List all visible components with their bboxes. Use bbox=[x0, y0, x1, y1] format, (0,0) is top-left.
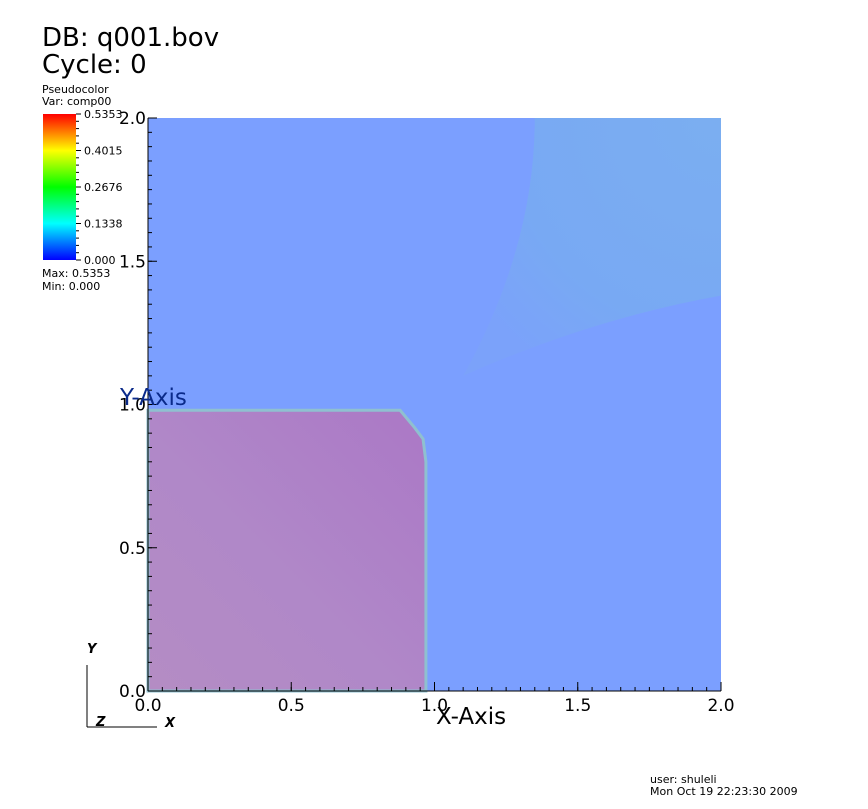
legend-tick-label: 0.000 bbox=[84, 254, 116, 267]
database-title: DB: q001.bov bbox=[42, 23, 220, 53]
y-tick-label: 0.5 bbox=[119, 539, 146, 559]
y-tick-label: 1.5 bbox=[119, 252, 146, 272]
triad-z-label: Z bbox=[95, 715, 106, 730]
x-axis-ticks: 0.0 0.5 1.0 1.5 2.0 bbox=[134, 682, 735, 716]
legend-tick-label: 0.5353 bbox=[84, 108, 123, 121]
y-tick-label: 1.0 bbox=[119, 396, 146, 416]
x-axis-title: X-Axis bbox=[436, 704, 506, 730]
x-tick-label: 0.0 bbox=[134, 696, 161, 716]
footer-date: Mon Oct 19 22:23:30 2009 bbox=[650, 785, 798, 798]
axis-triad: Y Z X bbox=[86, 642, 176, 731]
legend-variable: Var: comp00 bbox=[42, 95, 112, 108]
triad-y-label: Y bbox=[87, 642, 98, 657]
y-tick-label: 2.0 bbox=[119, 109, 146, 129]
legend-ticks: 0.5353 0.4015 0.2676 0.1338 0.000 bbox=[76, 108, 123, 267]
x-tick-label: 1.0 bbox=[421, 696, 448, 716]
field-square-region bbox=[146, 408, 428, 693]
triad-x-label: X bbox=[164, 716, 176, 731]
legend-tick-label: 0.2676 bbox=[84, 181, 123, 194]
field-wedge-region bbox=[463, 118, 721, 376]
y-tick-label: 0.0 bbox=[119, 682, 146, 702]
y-axis-title: Y-Axis bbox=[119, 385, 187, 411]
footer-user: user: shuleli bbox=[650, 773, 717, 786]
x-tick-label: 1.5 bbox=[564, 696, 591, 716]
legend-max: Max: 0.5353 bbox=[42, 267, 111, 280]
legend-min: Min: 0.000 bbox=[42, 280, 101, 293]
plot-field bbox=[146, 118, 721, 693]
cycle-label: Cycle: 0 bbox=[42, 50, 147, 80]
legend-color-bar bbox=[43, 114, 76, 260]
x-tick-label: 0.5 bbox=[278, 696, 305, 716]
legend-plot-type: Pseudocolor bbox=[42, 83, 109, 96]
legend-tick-label: 0.4015 bbox=[84, 144, 123, 157]
legend-tick-label: 0.1338 bbox=[84, 218, 123, 231]
x-tick-label: 2.0 bbox=[707, 696, 734, 716]
y-axis-ticks: 0.0 0.5 1.0 1.5 2.0 bbox=[119, 109, 157, 702]
